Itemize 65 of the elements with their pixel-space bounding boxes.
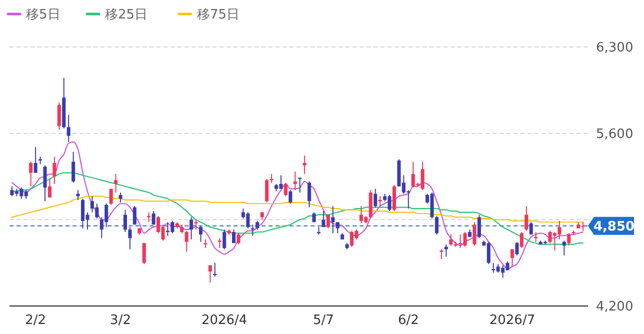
candlestick [152, 210, 156, 226]
candlestick [298, 177, 302, 194]
candlestick [232, 229, 236, 244]
candlestick [132, 206, 136, 226]
candlestick [477, 214, 481, 239]
legend-label: 移25日 [105, 8, 148, 23]
candlestick [510, 248, 514, 268]
candlestick [29, 161, 33, 187]
candlestick [302, 155, 306, 175]
x-tick-label: 6/2 [398, 313, 419, 328]
candlestick [562, 240, 566, 256]
candlestick [80, 198, 85, 229]
candlestick [128, 226, 132, 250]
candlestick [331, 206, 335, 234]
candlestick [529, 222, 533, 235]
candlestick [222, 229, 226, 250]
legend-label: 移75日 [197, 8, 240, 23]
candlestick [520, 232, 524, 249]
candlestick [524, 206, 528, 232]
candlestick [308, 180, 312, 208]
candlestick [123, 209, 127, 232]
candlestick [567, 232, 571, 246]
candlestick [198, 225, 203, 242]
candlestick [66, 114, 70, 142]
candlestick [449, 234, 453, 246]
candlestick [52, 156, 56, 184]
line-series [11, 141, 584, 270]
candlestick [236, 232, 240, 245]
ref-line-label: 4,850 [593, 219, 635, 234]
candlestick [184, 230, 188, 252]
candlestick [326, 214, 330, 229]
candlestick [293, 171, 297, 191]
candlestick [34, 146, 38, 174]
candlestick [118, 192, 122, 203]
candlestick [374, 188, 378, 208]
y-tick-label: 5,600 [596, 126, 634, 142]
candlestick [392, 184, 396, 212]
candlestick [336, 222, 340, 234]
candlestick [472, 222, 476, 246]
candlestick [322, 210, 326, 228]
candlestick [57, 102, 61, 130]
x-tick-label: 2026/7 [489, 313, 536, 328]
candlestick [190, 216, 194, 240]
candlestick [288, 190, 292, 204]
candlestick [208, 264, 212, 284]
candlestick [109, 188, 113, 206]
x-tick-label: 5/7 [312, 313, 334, 328]
x-tick-label: 3/2 [110, 313, 131, 328]
candlestick [284, 182, 288, 197]
candlestick [194, 219, 198, 230]
candlestick [142, 242, 146, 265]
candlestick [218, 238, 222, 249]
candlestick [114, 174, 118, 194]
candlestick [444, 244, 448, 258]
candlestick [43, 164, 47, 202]
legend-label: 移5日 [26, 8, 60, 23]
candlestick [48, 178, 52, 198]
candlestick [434, 215, 438, 235]
x-tick-label: 2/2 [25, 313, 46, 328]
y-tick-label: 4,200 [596, 300, 634, 315]
y-tick-label: 6,300 [596, 40, 634, 56]
candlestick [72, 151, 76, 184]
candlestick [515, 241, 519, 256]
x-tick-label: 2026/4 [201, 313, 248, 328]
candlestick [265, 178, 269, 203]
